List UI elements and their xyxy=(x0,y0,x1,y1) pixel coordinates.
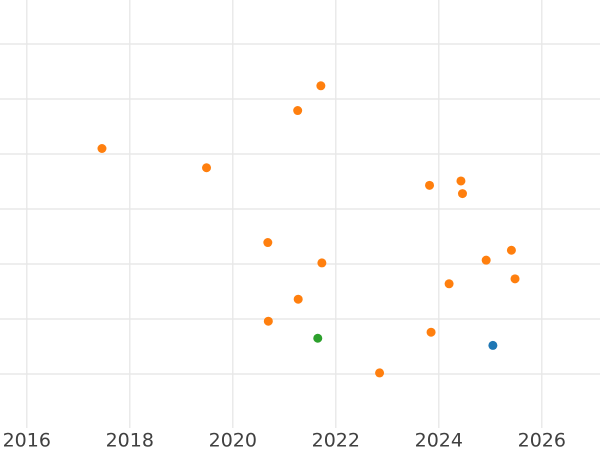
data-point-orange-points xyxy=(316,81,326,91)
data-point-orange-points xyxy=(456,176,466,186)
data-point-orange-points xyxy=(97,144,107,153)
data-point-orange-points xyxy=(510,274,520,284)
x-tick-label: 2020 xyxy=(209,430,257,450)
data-point-orange-points xyxy=(263,316,273,326)
data-point-orange-points xyxy=(481,255,491,265)
data-point-orange-points xyxy=(425,180,435,190)
data-point-blue-points xyxy=(488,340,498,350)
data-point-green-points xyxy=(313,333,323,343)
x-tick-label: 2026 xyxy=(518,430,566,450)
x-tick-label: 2024 xyxy=(415,430,463,450)
data-point-orange-points xyxy=(263,238,273,248)
data-point-orange-points xyxy=(202,163,212,173)
x-tick-label: 2018 xyxy=(106,430,154,450)
x-tick-label: 2016 xyxy=(3,430,51,450)
data-point-orange-points xyxy=(293,106,303,116)
data-point-orange-points xyxy=(375,368,385,378)
data-point-orange-points xyxy=(506,245,516,255)
data-point-orange-points xyxy=(317,258,327,268)
x-tick-label: 2022 xyxy=(312,430,360,450)
data-point-orange-points xyxy=(426,327,436,337)
data-point-orange-points xyxy=(457,189,467,199)
data-point-orange-points xyxy=(444,279,454,289)
data-point-orange-points xyxy=(293,294,303,304)
